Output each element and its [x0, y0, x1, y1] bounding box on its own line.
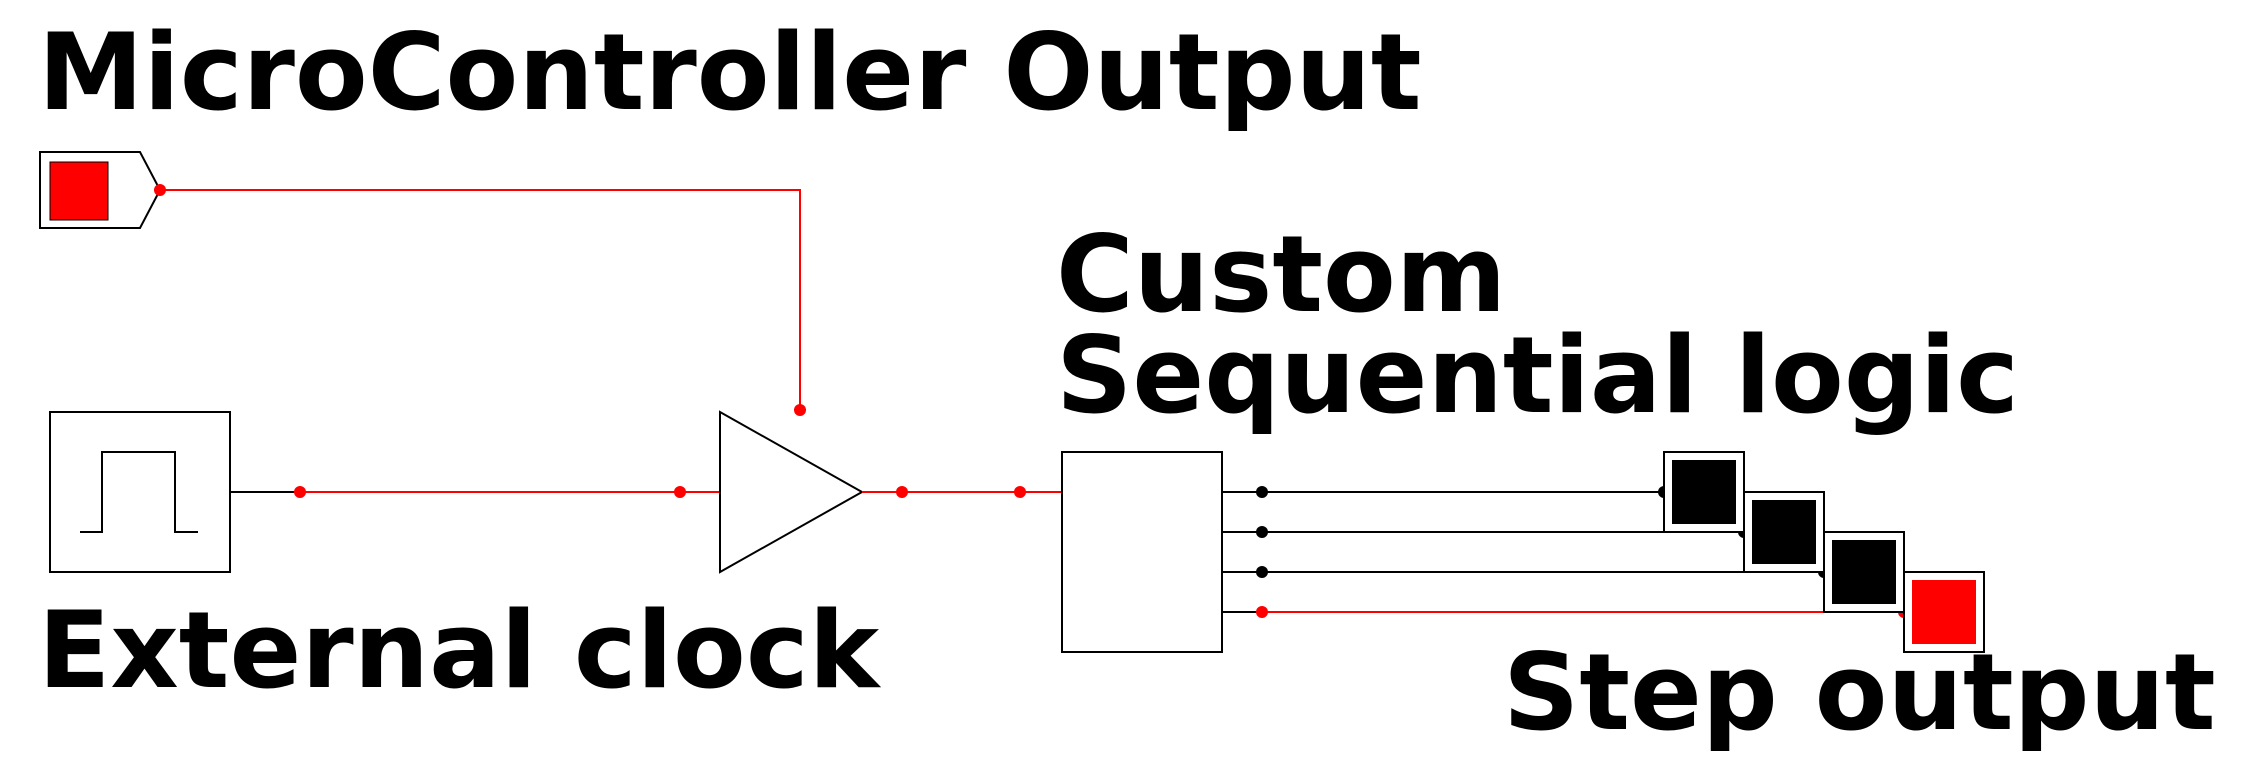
output-probe-1[interactable] [1663, 451, 1745, 533]
mcu-enable-wire [154, 184, 806, 416]
custom-logic-label-line2: Sequential logic [1056, 314, 2019, 437]
clock-waveform-icon [80, 451, 198, 533]
output-probe-2[interactable] [1743, 491, 1825, 573]
microcontroller-input-pin[interactable] [39, 151, 162, 229]
microcontroller-state-indicator [49, 161, 109, 221]
output-probe-3[interactable] [1823, 531, 1905, 613]
external-clock-label: External clock [38, 589, 880, 712]
gate-buffer[interactable] [719, 410, 865, 574]
clock-generator[interactable] [49, 411, 231, 573]
custom-sequential-logic-block[interactable] [1061, 451, 1223, 653]
custom-logic-label-line1: Custom [1056, 213, 1507, 336]
clock-wire [230, 486, 720, 498]
output-probe-4[interactable] [1903, 571, 1985, 653]
microcontroller-output-label: MicroController Output [38, 11, 1422, 134]
gate-output-wire [862, 486, 1062, 498]
step-output-label: Step output [1503, 631, 2216, 754]
